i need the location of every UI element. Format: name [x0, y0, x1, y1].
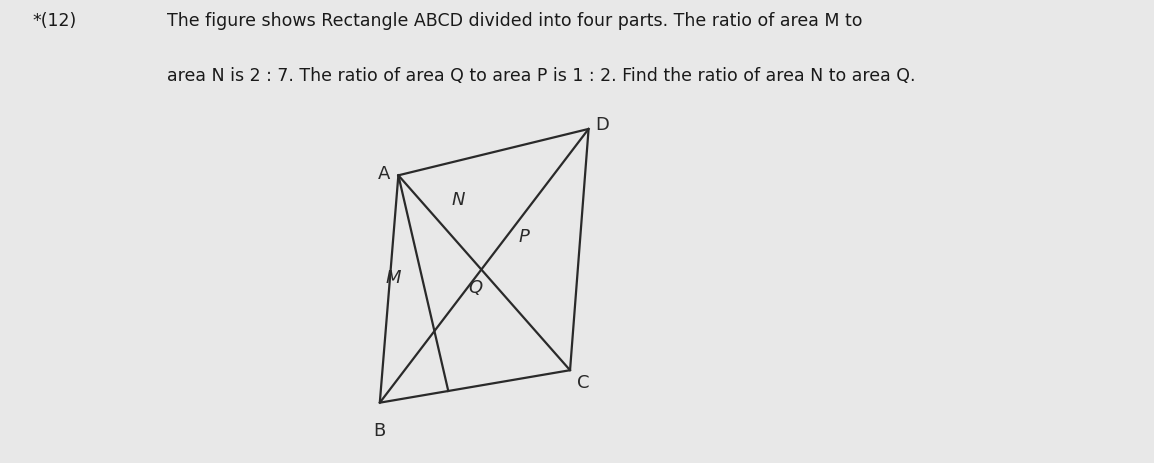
Text: The figure shows Rectangle ABCD divided into four parts. The ratio of area M to: The figure shows Rectangle ABCD divided …: [167, 12, 863, 30]
Text: area N is 2 : 7. The ratio of area Q to area P is 1 : 2. Find the ratio of area : area N is 2 : 7. The ratio of area Q to …: [167, 67, 916, 85]
Text: N: N: [452, 190, 465, 208]
Text: Q: Q: [467, 278, 482, 296]
Text: D: D: [595, 116, 609, 134]
Text: *(12): *(12): [32, 12, 76, 30]
Text: A: A: [377, 165, 390, 182]
Text: P: P: [518, 227, 529, 245]
Text: B: B: [374, 421, 385, 439]
Text: C: C: [577, 373, 589, 391]
Text: M: M: [385, 269, 400, 287]
